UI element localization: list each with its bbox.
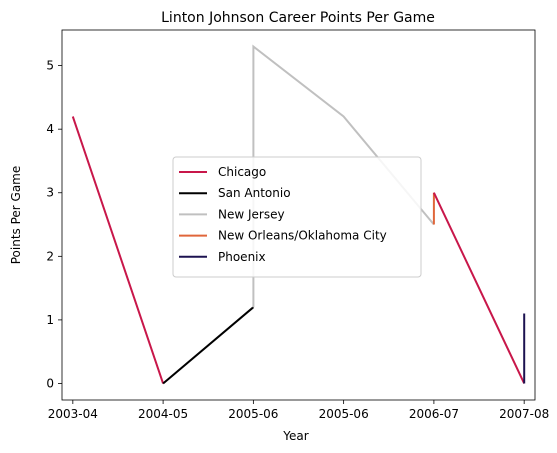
y-tick-label: 1	[46, 313, 54, 327]
legend-label-new-jersey: New Jersey	[218, 207, 285, 221]
series-line-san-antonio-1	[162, 306, 255, 385]
series-line-chicago-4	[432, 192, 526, 384]
legend-label-phoenix: Phoenix	[218, 250, 266, 264]
y-tick-label: 4	[46, 122, 54, 136]
y-tick-label: 3	[46, 186, 54, 200]
y-tick-label: 0	[46, 376, 54, 390]
x-tick-label: 2007-08	[499, 407, 549, 421]
legend-label-new-orleans-oklahoma-city: New Orleans/Oklahoma City	[218, 229, 387, 243]
x-tick-label: 2004-05	[138, 407, 188, 421]
chart-title: Linton Johnson Career Points Per Game	[161, 10, 435, 26]
x-axis-label: Year	[282, 429, 308, 443]
x-tick-label: 2005-06	[319, 407, 369, 421]
y-tick-label: 2	[46, 249, 54, 263]
legend-label-chicago: Chicago	[218, 165, 266, 179]
y-axis: 0 1 2 3 4 5	[46, 59, 62, 390]
x-tick-label: 2003-04	[48, 407, 98, 421]
legend: Chicago San Antonio New Jersey New Orleans/…	[172, 156, 422, 278]
x-tick-label: 2006-07	[409, 407, 459, 421]
y-tick-label: 5	[46, 59, 54, 73]
legend-box	[172, 156, 422, 278]
y-axis-label: Points Per Game	[9, 166, 23, 265]
legend-label-san-antonio: San Antonio	[218, 186, 291, 200]
plot-frame	[61, 29, 536, 401]
series-line-chicago-0	[71, 116, 165, 384]
x-axis: 2003-04 2004-05 2005-06 2005-06 2006-07 2007-…	[48, 400, 549, 421]
x-tick-label: 2005-06	[228, 407, 278, 421]
